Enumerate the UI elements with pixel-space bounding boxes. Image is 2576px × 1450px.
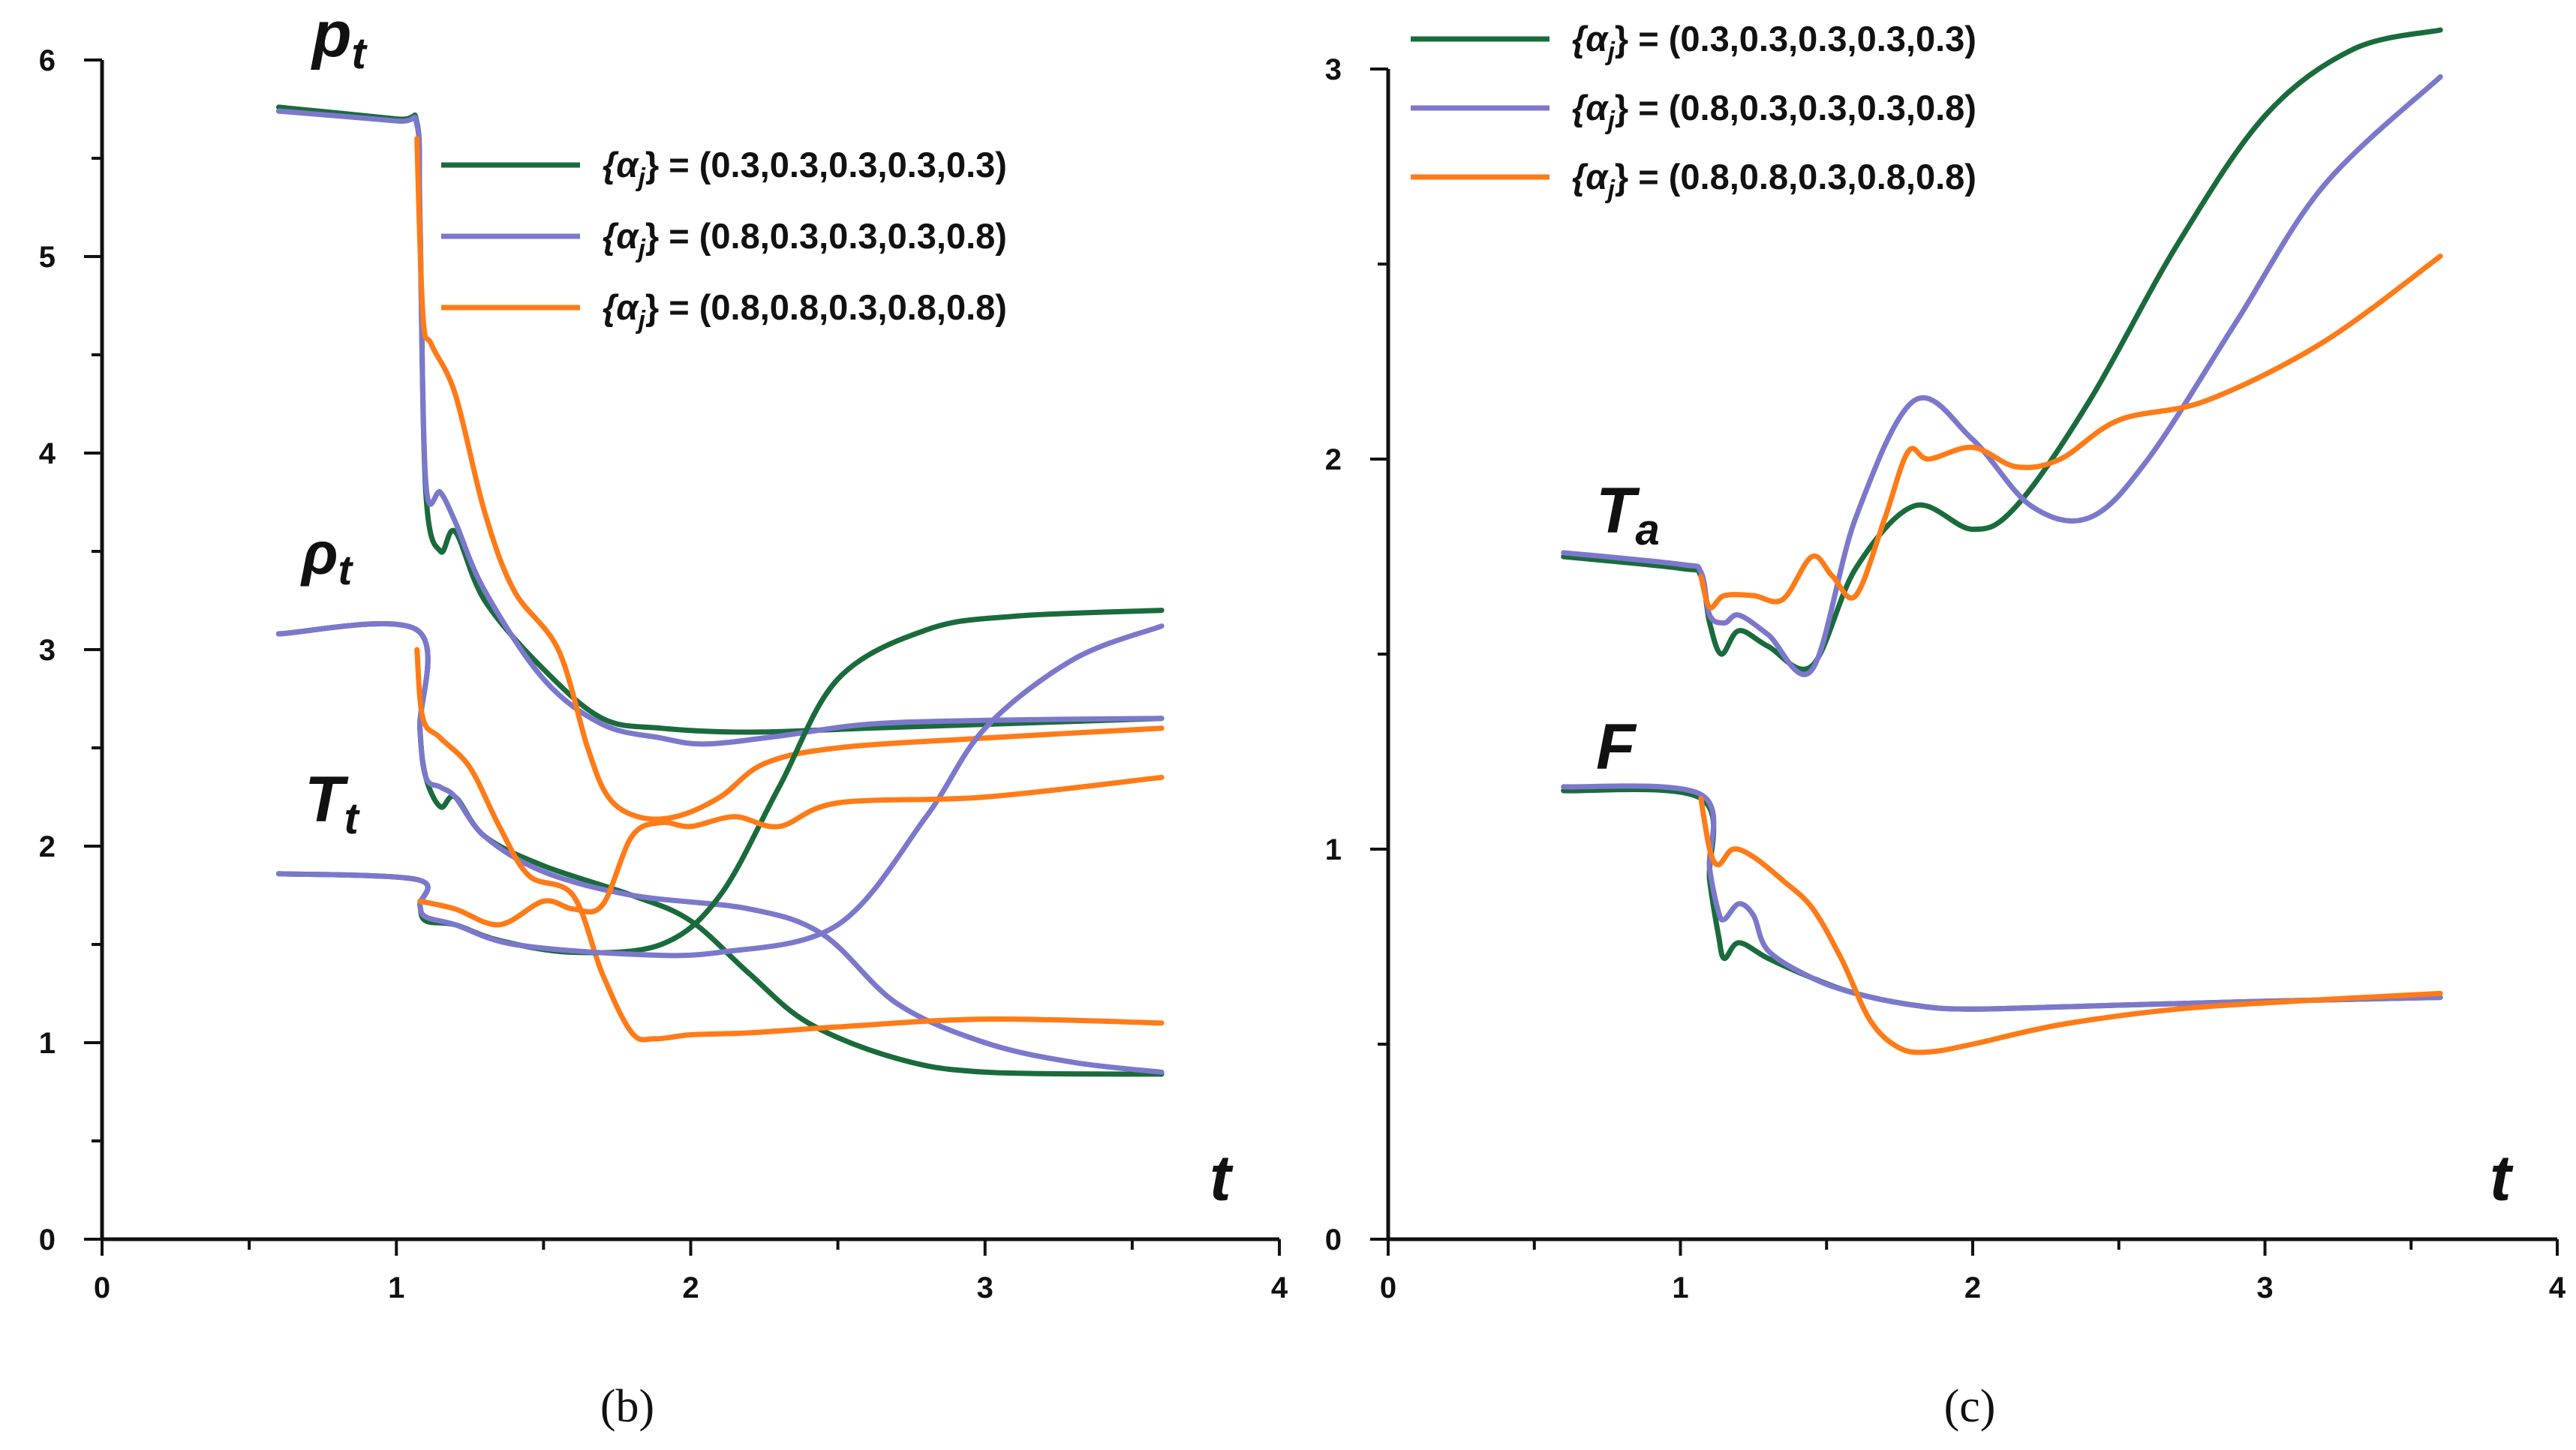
label-T-a: Ta [1596, 475, 1660, 554]
x-tick-label: 2 [1964, 1271, 1981, 1304]
y-tick-label: 3 [39, 634, 56, 667]
label-p-t: pt [311, 0, 368, 78]
legend-entry: {αj} = (0.3,0.3,0.3,0.3,0.3) [603, 145, 1007, 192]
y-tick-label: 5 [39, 241, 56, 274]
series-line [1698, 254, 2443, 611]
series-line [1561, 74, 2443, 677]
series-line [414, 647, 1165, 1043]
x-tick-label: 4 [2549, 1271, 2566, 1304]
label-rho-t: ρt [300, 520, 353, 593]
x-tick-label: 3 [2256, 1271, 2273, 1304]
y-tick-label: 1 [39, 1027, 56, 1060]
series-line [275, 621, 1165, 1075]
legend-entry: {αj} = (0.8,0.3,0.3,0.3,0.8) [1572, 88, 1976, 135]
y-tick-label: 2 [39, 830, 56, 863]
series-line [275, 623, 1165, 959]
panel-caption: (b) [600, 1381, 654, 1432]
series-line [1561, 786, 2443, 1012]
x-tick-label: 0 [94, 1271, 110, 1304]
ticks: 0 1 2 3 4 0 1 2 3 [1325, 53, 2566, 1304]
label-F: F [1596, 711, 1637, 783]
chart-panel-b: 0 1 2 3 4 0 1 2 3 4 5 6 {αj} = (0.3,0.3,0.3,0.3,0.3… [39, 0, 1288, 1432]
series-layer [275, 104, 1165, 1077]
x-axis-label: t [2490, 1142, 2514, 1214]
curve-labels: pt ρt Tt t [300, 0, 1234, 1214]
legend: {αj} = (0.3,0.3,0.3,0.3,0.3) {αj} = (0.8,… [441, 145, 1007, 335]
series-line [1698, 795, 2443, 1055]
x-tick-label: 1 [1672, 1271, 1688, 1304]
legend-entry: {αj} = (0.8,0.3,0.3,0.3,0.8) [603, 216, 1007, 263]
series-line [275, 104, 1165, 735]
legend-entry: {αj} = (0.3,0.3,0.3,0.3,0.3) [1572, 19, 1976, 66]
legend-entry: {αj} = (0.8,0.8,0.3,0.8,0.8) [1572, 157, 1976, 204]
y-tick-label: 3 [1325, 53, 1342, 86]
x-tick-label: 0 [1380, 1271, 1396, 1304]
curve-labels: Ta F t [1596, 475, 2514, 1214]
y-tick-label: 2 [1325, 443, 1342, 476]
x-tick-label: 4 [1271, 1271, 1288, 1304]
legend-entry: {αj} = (0.8,0.8,0.3,0.8,0.8) [603, 287, 1007, 335]
ticks: 0 1 2 3 4 0 1 2 3 4 5 6 [39, 44, 1288, 1304]
series-layer [1561, 27, 2443, 1055]
series-line [275, 608, 1165, 956]
y-tick-label: 0 [39, 1223, 56, 1256]
y-tick-label: 4 [39, 437, 56, 470]
x-tick-label: 1 [388, 1271, 404, 1304]
series-line [414, 136, 1165, 822]
panel-caption: (c) [1944, 1381, 1996, 1432]
series-line [1561, 783, 2443, 1012]
x-tick-label: 3 [977, 1271, 993, 1304]
x-axis-label: t [1210, 1142, 1234, 1214]
series-line [417, 774, 1165, 928]
series-line [1561, 27, 2443, 672]
x-tick-label: 2 [682, 1271, 699, 1304]
y-tick-label: 6 [39, 44, 56, 77]
series-line [275, 108, 1165, 747]
y-tick-label: 0 [1325, 1223, 1342, 1256]
y-tick-label: 1 [1325, 833, 1342, 866]
legend: {αj} = (0.3,0.3,0.3,0.3,0.3) {αj} = (0.8,… [1411, 19, 1976, 204]
label-T-t: Tt [305, 764, 361, 843]
